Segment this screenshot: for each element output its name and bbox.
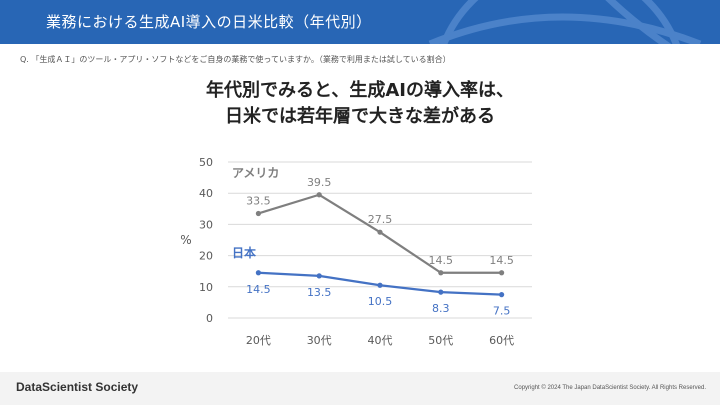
data-point (438, 270, 444, 276)
data-label: 7.5 (493, 305, 511, 318)
x-tick-label: 50代 (428, 334, 453, 347)
y-tick-label: 40 (199, 187, 213, 200)
headline: 年代別でみると、生成AIの導入率は、 日米では若年層で大きな差がある (0, 78, 720, 130)
footer-brand: DataScientist Society (16, 380, 139, 394)
data-label: 14.5 (429, 254, 454, 267)
headline-line-1: 年代別でみると、生成AIの導入率は、 (206, 80, 514, 101)
series-layer: 33.5 39.5 27.5 14.5 14.5 アメリカ 14.5 13.5 10.5 8.3 7… (232, 166, 514, 318)
data-point (499, 270, 505, 276)
grid-lines (228, 161, 532, 319)
data-label: 33.5 (246, 194, 271, 207)
y-tick-label: 30 (199, 218, 213, 231)
y-axis-label: % (180, 233, 191, 247)
data-label: 39.5 (307, 176, 332, 189)
y-tick-label: 10 (199, 281, 213, 294)
data-label: 14.5 (489, 254, 514, 267)
data-point (255, 270, 261, 276)
data-point (438, 289, 444, 295)
globe-decoration-icon (428, 0, 702, 44)
survey-question: Q. 「生成ＡＩ」のツール・アプリ・ソフトなどをご自身の業務で使っていますか。（… (20, 55, 451, 64)
line-chart: 0 10 20 30 40 50 20代 30代 40代 50代 60代% 33.5 39.5 27.5… (180, 156, 532, 347)
header-bar: 業務における生成AI導入の日米比較（年代別） (0, 0, 720, 44)
data-label: 14.5 (246, 283, 271, 296)
series-name-label: 日本 (232, 245, 256, 260)
data-label: 10.5 (368, 295, 393, 308)
y-tick-label: 0 (206, 312, 213, 325)
footer-copyright: Copyright © 2024 The Japan DataScientist… (514, 385, 706, 391)
data-label: 13.5 (307, 286, 332, 299)
axis-labels: 0 10 20 30 40 50 20代 30代 40代 50代 60代% (180, 156, 514, 347)
data-label: 8.3 (432, 302, 450, 315)
y-tick-label: 20 (199, 250, 213, 263)
data-point (316, 273, 322, 279)
data-point (499, 292, 505, 298)
headline-line-2: 日米では若年層で大きな差がある (225, 106, 495, 127)
x-tick-label: 20代 (246, 334, 271, 347)
data-point (316, 192, 322, 198)
data-label: 27.5 (368, 213, 393, 226)
series-name-label: アメリカ (232, 166, 279, 180)
y-tick-label: 50 (199, 156, 213, 169)
page-title: 業務における生成AI導入の日米比較（年代別） (46, 13, 372, 31)
x-tick-label: 60代 (489, 334, 514, 347)
footer-bar (0, 372, 720, 405)
data-point (255, 210, 261, 217)
x-tick-label: 30代 (307, 334, 332, 347)
data-point (377, 282, 383, 288)
x-tick-label: 40代 (368, 334, 393, 347)
data-point (377, 229, 383, 235)
